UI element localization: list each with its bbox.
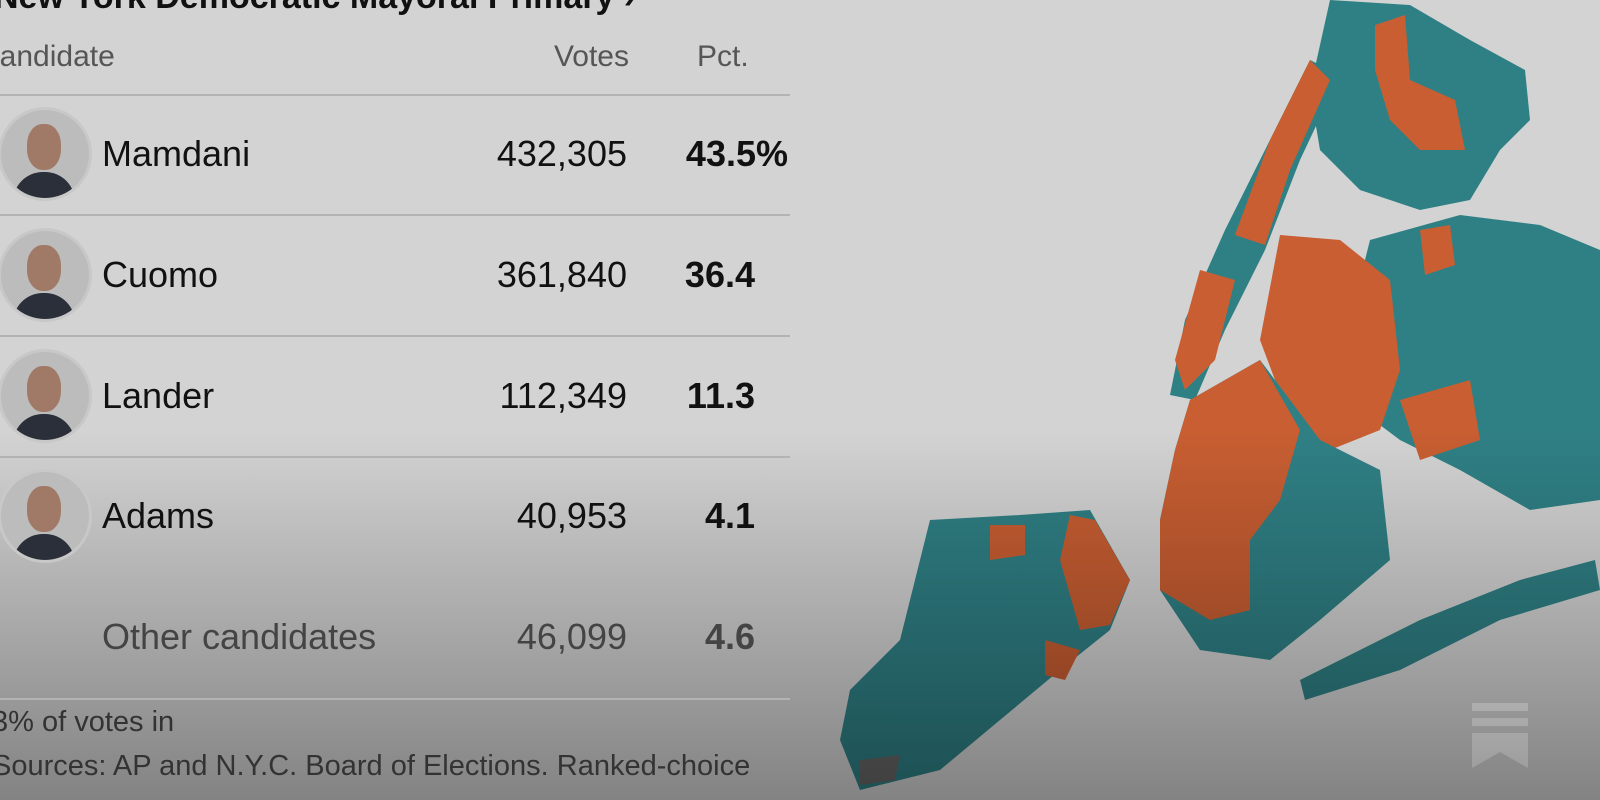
bronx-orange: [1375, 15, 1465, 150]
votes: 361,840: [496, 253, 627, 295]
candidate-photo: [0, 227, 92, 322]
suit: [13, 292, 75, 319]
candidate-name: Lander: [102, 374, 215, 416]
staten-island-gray: [860, 755, 900, 785]
staten-island-orange: [1060, 515, 1130, 630]
bookmark-bar: [1472, 718, 1528, 726]
bookmark-icon[interactable]: [1472, 733, 1528, 768]
candidate-name: Adams: [102, 495, 215, 536]
row-divider: [0, 576, 790, 578]
row-divider: [0, 698, 790, 700]
bookmark-bar: [1472, 703, 1528, 711]
staten-island: [840, 510, 1130, 790]
row-divider: [0, 214, 790, 216]
row-divider: [0, 456, 790, 458]
column-header: Pct.: [697, 40, 749, 73]
queens-orange-east: [1400, 380, 1480, 460]
queens-orange: [1260, 235, 1400, 450]
staten-island-orange-3: [1045, 640, 1080, 680]
staten-island-orange-2: [990, 525, 1025, 560]
percent: 11.3: [686, 374, 755, 416]
votes: 40,953: [516, 495, 627, 536]
manhattan-orange-south: [1175, 270, 1235, 390]
face: [27, 124, 61, 170]
brooklyn-orange: [1160, 360, 1300, 620]
suit: [13, 534, 75, 560]
suit: [13, 413, 75, 440]
candidate-photo: [0, 469, 92, 563]
percent: 4.6: [704, 616, 755, 657]
column-header: Candidate: [0, 40, 115, 73]
row-divider: [0, 335, 790, 337]
votes: 432,305: [496, 133, 627, 174]
manhattan-orange-north: [1235, 60, 1330, 245]
percent: 36.4: [684, 253, 755, 295]
face: [27, 365, 61, 412]
row-divider: [0, 94, 790, 96]
percent: 43.5%: [685, 133, 788, 174]
title: New York Democratic Mayoral Primary ›: [0, 0, 635, 17]
percent: 4.1: [704, 495, 755, 536]
queens-orange-north: [1420, 225, 1455, 275]
source: Sources: AP and N.Y.C. Board of Election…: [0, 750, 751, 782]
reporting: 3% of votes in: [0, 706, 175, 738]
votes: 112,349: [499, 374, 627, 416]
candidate-photo: [0, 107, 92, 201]
column-header: Votes: [553, 40, 629, 73]
suit: [13, 172, 75, 198]
candidate-name: Other candidates: [102, 616, 377, 657]
votes: 46,099: [516, 616, 627, 657]
face: [27, 486, 61, 532]
candidate-photo: [0, 348, 92, 443]
candidate-name: Mamdani: [102, 133, 251, 174]
face: [27, 244, 61, 291]
candidate-name: Cuomo: [102, 253, 219, 295]
rockaway: [1300, 560, 1600, 700]
